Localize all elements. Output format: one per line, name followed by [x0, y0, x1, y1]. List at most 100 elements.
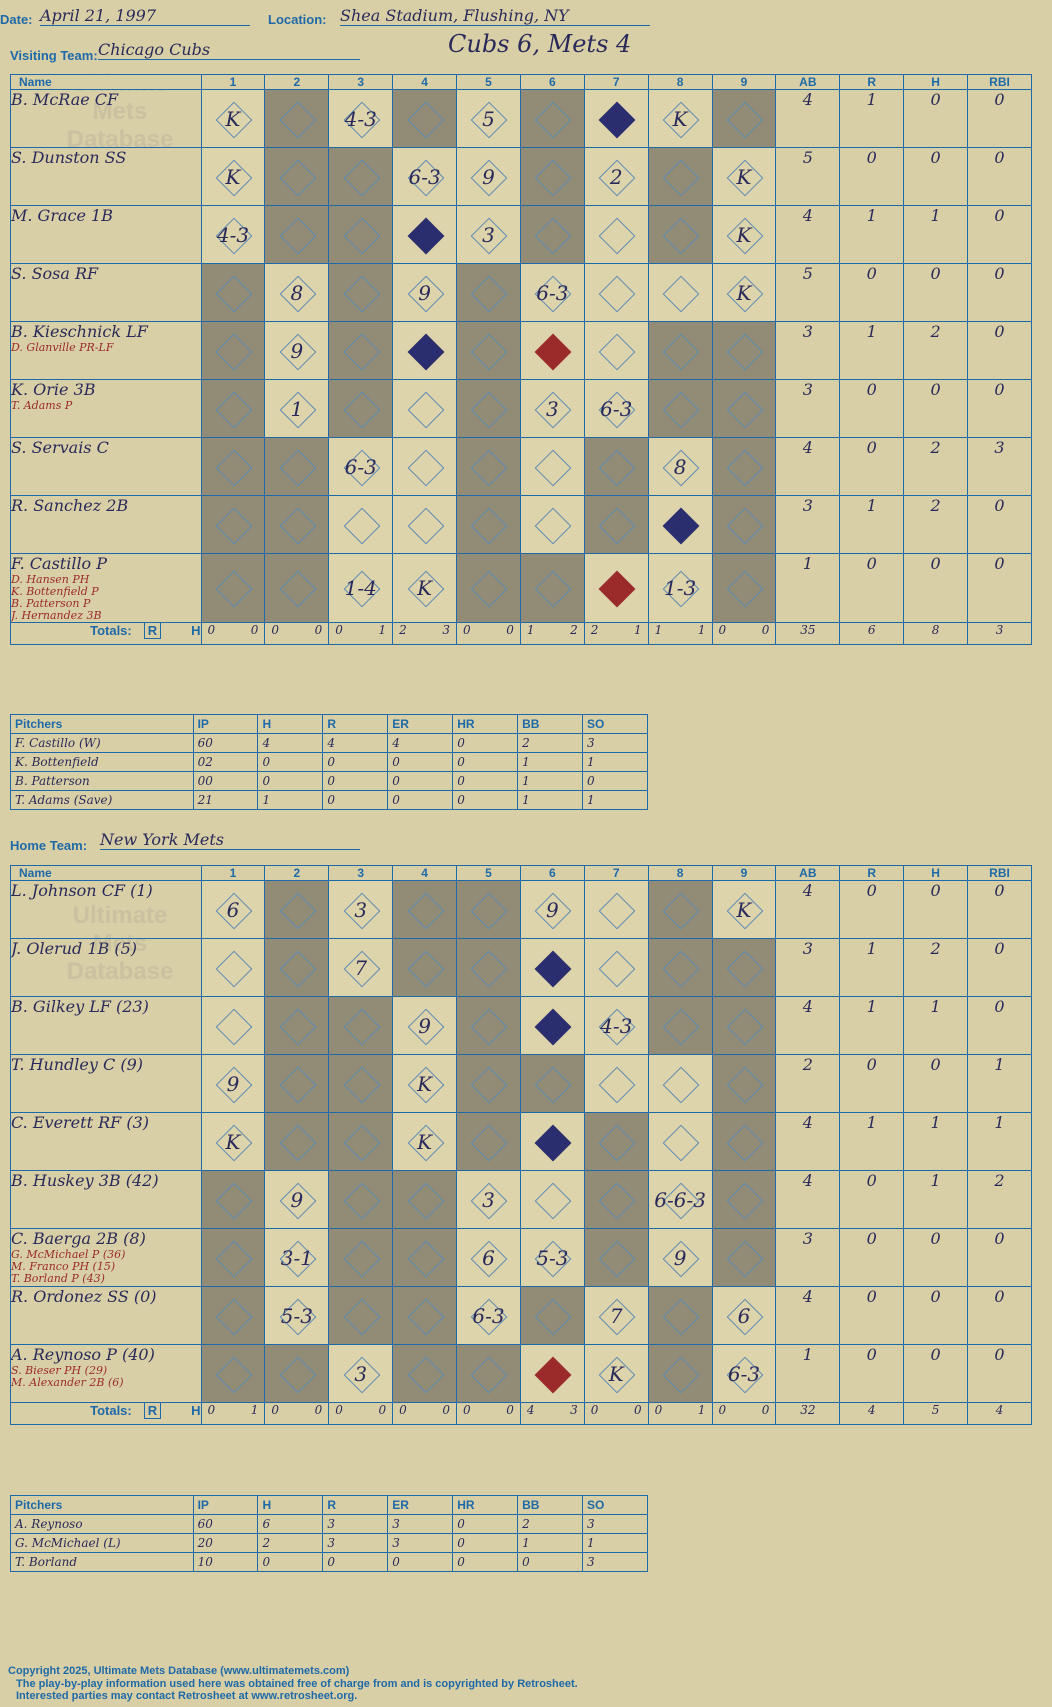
at-bat-cell: 6-3	[711, 1344, 777, 1403]
batter-stat-rbi: 0	[967, 553, 1032, 623]
at-bat-result: 3	[482, 222, 495, 247]
batter-name: F. Castillo P	[11, 554, 108, 574]
at-bat-cell	[519, 1344, 585, 1403]
at-bat-cell	[264, 495, 330, 554]
batter-stat-h: 0	[903, 147, 969, 206]
batter-row: S. Servais C 6-3 8 4 0 2 3	[10, 437, 1032, 496]
pitcher-stat: 10	[192, 1552, 259, 1572]
game-result: Cubs 6, Mets 4	[448, 30, 632, 58]
pitcher-stat: 0	[452, 771, 519, 791]
at-bat-result: K	[225, 164, 241, 189]
at-bat-cell	[647, 263, 713, 322]
at-bat-result: 9	[290, 338, 304, 363]
base-diamond	[407, 892, 444, 929]
at-bat-cell: 6	[200, 880, 266, 939]
totals-label: Totals:	[90, 623, 132, 639]
batter-stat-rbi: 0	[967, 1286, 1032, 1345]
run-scored-diamond	[407, 217, 444, 254]
batter-stat-r: 0	[839, 379, 905, 438]
at-bat-result: 9	[418, 280, 431, 305]
pitcher-stat: 3	[322, 1514, 389, 1534]
inning-header: 2	[264, 865, 330, 881]
at-bat-cell	[264, 1112, 330, 1171]
base-diamond	[534, 570, 572, 608]
base-diamond	[598, 333, 636, 370]
at-bat-cell	[647, 938, 713, 997]
base-diamond	[279, 1008, 317, 1045]
at-bat-cell	[328, 321, 394, 380]
run-scored-diamond	[534, 1356, 572, 1393]
batter-stat-ab: 3	[775, 321, 841, 380]
base-diamond	[215, 1008, 253, 1045]
pitching-header: R	[322, 1495, 389, 1515]
base-diamond	[215, 1356, 253, 1393]
inning-header: 6	[519, 865, 585, 881]
at-bat-cell: K	[711, 880, 777, 939]
inning-hits: 2	[570, 623, 578, 638]
base-diamond	[279, 507, 317, 544]
at-bat-cell: 3	[519, 379, 585, 438]
base-diamond	[662, 217, 700, 254]
home-team-label: Home Team:	[10, 838, 88, 853]
base-diamond	[279, 1066, 317, 1103]
at-bat-cell	[519, 1286, 585, 1345]
batter-stat-h: 1	[903, 996, 969, 1055]
batter-stat-r: 0	[839, 880, 905, 939]
at-bat-cell	[328, 205, 394, 264]
run-scored-diamond	[598, 570, 636, 608]
pitcher-name: T. Borland	[10, 1552, 194, 1572]
batter-name-cell: S. Servais C	[10, 437, 202, 496]
at-bat-cell	[200, 553, 266, 623]
base-diamond	[662, 333, 700, 370]
pitching-header: SO	[582, 1495, 648, 1515]
batter-row: B. McRae CF K 4-3 5 K 4 1 0 0	[10, 89, 1032, 148]
base-diamond	[726, 101, 764, 138]
at-bat-result: K	[672, 106, 688, 131]
at-bat-cell	[264, 89, 330, 148]
pitcher-name: G. McMichael (L)	[10, 1533, 194, 1553]
visitor-scorecard: Name 1 2 3 4 5 6 7 8 9 AB R H RBI B. McRae CF K 4-3 5 K 4 1 0…	[10, 74, 1032, 645]
batter-stat-r: 0	[839, 263, 905, 322]
batter-name-cell: C. Baerga 2B (8) G. McMichael P (36) M. Fr…	[10, 1228, 202, 1287]
batter-stat-rbi: 0	[967, 89, 1032, 148]
batter-name: B. Gilkey LF (23)	[11, 997, 149, 1017]
stat-header-ab: AB	[775, 74, 841, 90]
batter-name: R. Sanchez 2B	[11, 496, 129, 516]
at-bat-cell	[328, 147, 394, 206]
base-diamond	[279, 101, 317, 138]
batter-name: L. Johnson CF (1)	[11, 881, 153, 901]
pitcher-stat: 1	[517, 1533, 584, 1553]
at-bat-cell	[583, 938, 649, 997]
batter-stat-ab: 3	[775, 1228, 841, 1287]
home-scorecard: Name 1 2 3 4 5 6 7 8 9 AB R H RBI L. Johnson CF (1) 6 3 9…	[10, 865, 1032, 1425]
inning-header: 3	[328, 865, 394, 881]
batter-stat-h: 0	[903, 263, 969, 322]
at-bat-result: 6	[226, 897, 240, 922]
base-diamond	[726, 570, 764, 608]
at-bat-cell	[264, 205, 330, 264]
batter-row: R. Sanchez 2B 3 1 2 0	[10, 495, 1032, 554]
at-bat-cell	[200, 1344, 266, 1403]
pitcher-stat: 0	[387, 752, 454, 772]
at-bat-cell	[392, 437, 458, 496]
batter-name: K. Orie 3B	[11, 380, 96, 400]
pitcher-stat: 3	[582, 1552, 648, 1572]
base-diamond	[471, 449, 508, 486]
pitcher-row: F. Castillo (W) 60 4 4 4 0 2 3	[10, 733, 648, 753]
batter-row: F. Castillo P D. Hansen PH K. Bottenfield …	[10, 553, 1032, 623]
at-bat-cell	[583, 1112, 649, 1171]
at-bat-cell: 9	[647, 1228, 713, 1287]
at-bat-cell	[392, 379, 458, 438]
date-label: Date:	[0, 12, 33, 27]
base-diamond	[534, 217, 572, 254]
pitching-header: HR	[452, 1495, 519, 1515]
visiting-team-value: Chicago Cubs	[98, 40, 360, 60]
base-diamond	[598, 449, 636, 486]
at-bat-result: 7	[609, 1303, 623, 1328]
batter-row: A. Reynoso P (40) S. Bieser PH (29) M. Ale…	[10, 1344, 1032, 1403]
base-diamond	[471, 391, 508, 428]
at-bat-cell	[711, 1170, 777, 1229]
batter-name: S. Servais C	[11, 438, 109, 458]
pitcher-stat: 0	[322, 1552, 389, 1572]
